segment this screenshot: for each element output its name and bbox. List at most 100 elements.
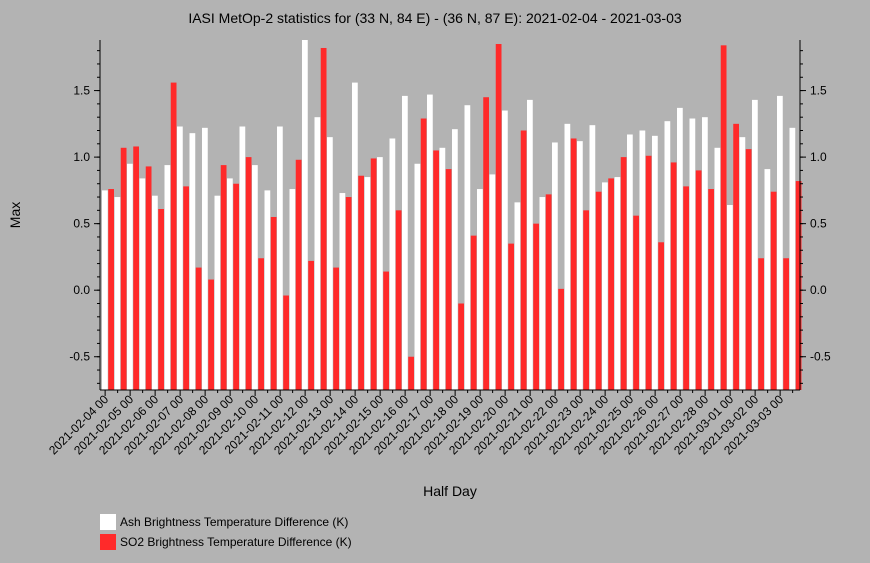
ash-bar [639,130,646,390]
so2-bar [358,175,364,390]
so2-bar [258,258,264,390]
ash-bar [777,95,783,390]
ash-bar [452,129,458,390]
y-axis-label: Max [7,202,23,228]
so2-bar [470,235,477,390]
ash-bar [577,141,583,390]
so2-bar [308,260,314,390]
so2-bar [408,356,414,390]
so2-bar [108,189,114,390]
legend: Ash Brightness Temperature Difference (K… [100,512,352,552]
so2-bar [120,147,127,390]
ash-bar [164,165,171,390]
so2-bar [133,146,139,390]
y-tick-label-left: 1.0 [73,150,90,164]
so2-bar [208,279,214,390]
ash-bar [564,123,571,390]
so2-bar [695,170,702,390]
ash-bar [689,118,696,390]
ash-bar [752,99,758,391]
so2-swatch [100,534,116,550]
ash-bar [252,165,258,390]
so2-bar [383,271,389,390]
ash-bar [264,190,271,390]
so2-bar [433,150,439,390]
ash-bar [177,126,183,391]
y-tick-label-left: 1.5 [73,84,90,98]
so2-bar [495,43,502,390]
so2-bar [670,162,677,390]
ash-bar [677,107,683,390]
ash-bar [789,127,796,390]
ash-bar [664,121,671,390]
bars [102,40,802,391]
y-tick-label-right: 1.5 [810,84,827,98]
so2-bar [583,210,589,390]
ash-bar [489,174,496,390]
so2-bar [145,166,152,390]
so2-bar [658,242,664,390]
ash-bar [352,82,358,391]
ash-bar [239,126,246,391]
y-tick-label-right: -0.5 [810,350,831,364]
ash-bar [364,177,371,390]
ash-bar [414,163,421,390]
ash-bar [227,178,233,390]
ash-bar [627,134,633,390]
so2-bar [283,295,289,390]
so2-bar [608,178,614,390]
ash-bar [189,133,196,391]
so2-bar [183,186,189,390]
ash-bar [477,189,483,390]
ash-bar [377,157,383,390]
so2-bar [170,82,177,391]
ash-bar [427,94,433,390]
ash-bar [339,193,346,390]
so2-bar [595,191,602,390]
ash-bar [714,147,721,390]
ash-bar [464,105,471,391]
ash-bar [289,189,296,390]
so2-bar [683,186,689,390]
x-axis-label: Half Day [423,483,477,499]
so2-bar [320,47,327,390]
ash-bar [602,182,608,390]
so2-bar [633,215,639,390]
y-tick-label-left: 0.0 [73,283,90,297]
ash-bar [202,127,208,390]
so2-bar [195,267,202,390]
ash-bar [439,147,446,390]
ash-bar [739,137,746,390]
ash-bar [589,125,596,390]
ash-bar [402,95,408,390]
legend-label-so2: SO2 Brightness Temperature Difference (K… [120,535,352,549]
so2-bar [395,210,402,390]
so2-bar [745,149,752,390]
ash-bar [139,178,146,390]
so2-bar [783,258,789,390]
so2-bar [508,243,514,390]
y-tick-label-left: 0.5 [73,217,90,231]
so2-bar [520,130,527,390]
so2-bar [720,45,727,391]
so2-bar [570,138,577,390]
so2-bar [483,97,489,390]
so2-bar [420,118,427,390]
so2-bar [770,191,777,390]
y-tick-label-right: 1.0 [810,150,827,164]
ash-bar [527,99,533,391]
chart-title: IASI MetOp-2 statistics for (33 N, 84 E)… [188,10,682,26]
legend-item-ash: Ash Brightness Temperature Difference (K… [100,512,352,532]
so2-bar [645,155,652,390]
so2-bar [370,158,377,390]
ash-bar [727,205,733,390]
ash-bar [214,195,221,390]
so2-bar [708,189,714,390]
ash-bar [327,137,333,390]
ash-bar [764,169,771,390]
ash-bar [302,40,308,390]
so2-bar [733,123,739,390]
so2-bar [558,288,564,390]
y-tick-label-left: -0.5 [69,350,90,364]
